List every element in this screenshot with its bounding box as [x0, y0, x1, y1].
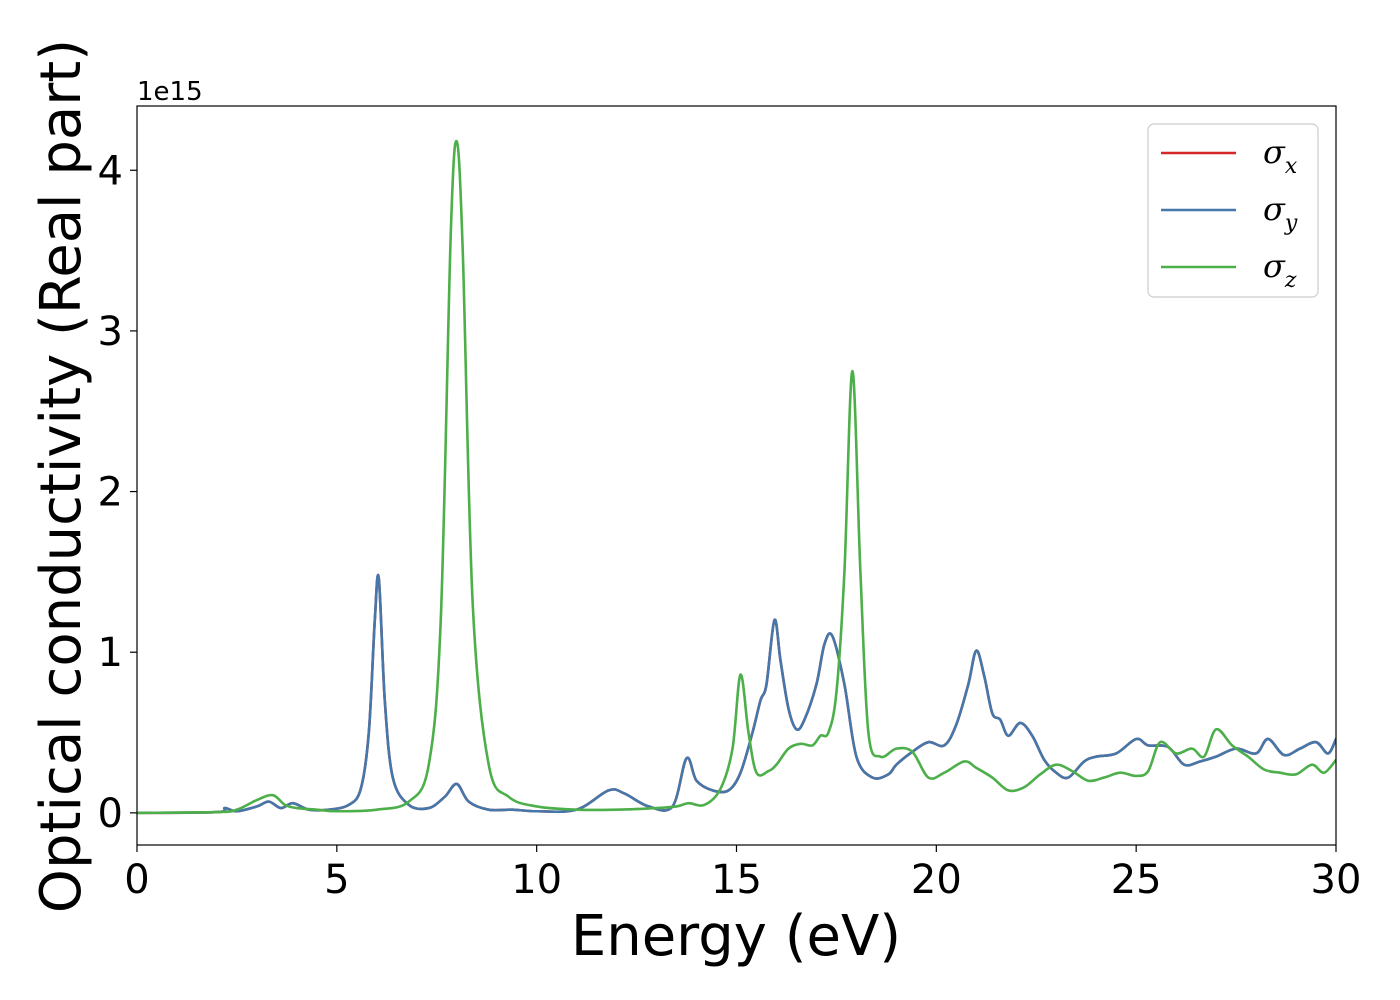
- y-tick-label: 3: [98, 309, 123, 355]
- x-tick-label: 0: [124, 857, 149, 903]
- y-offset-text: 1e15: [137, 77, 203, 107]
- legend-label-y: σy: [1263, 190, 1298, 236]
- y-tick-label: 0: [98, 791, 123, 837]
- series-line-z: [137, 139, 1336, 815]
- y-tick-label: 1: [98, 630, 123, 676]
- x-tick-label: 20: [911, 857, 962, 903]
- y-axis-ticks: 0 1 2 3 4: [98, 148, 137, 837]
- legend-label-x: σx: [1263, 133, 1298, 179]
- y-tick-label: 2: [98, 470, 123, 516]
- x-tick-label: 15: [711, 857, 762, 903]
- x-tick-label: 5: [324, 857, 349, 903]
- x-tick-label: 25: [1111, 857, 1162, 903]
- x-axis-title: Energy (eV): [571, 904, 901, 969]
- legend: σx σy σz: [1147, 123, 1319, 298]
- y-tick-label: 4: [98, 148, 123, 194]
- legend-label-z: σz: [1263, 247, 1297, 293]
- x-tick-label: 10: [511, 857, 562, 903]
- legend-items: σx σy σz: [1161, 133, 1298, 293]
- x-tick-label: 30: [1311, 857, 1362, 903]
- series-line-y: [137, 573, 1336, 815]
- series-lines: [137, 139, 1336, 815]
- x-axis-ticks: 0 5 10 15 20 25 30: [124, 845, 1361, 903]
- y-axis-title: Optical conductivity (Real part): [29, 39, 94, 913]
